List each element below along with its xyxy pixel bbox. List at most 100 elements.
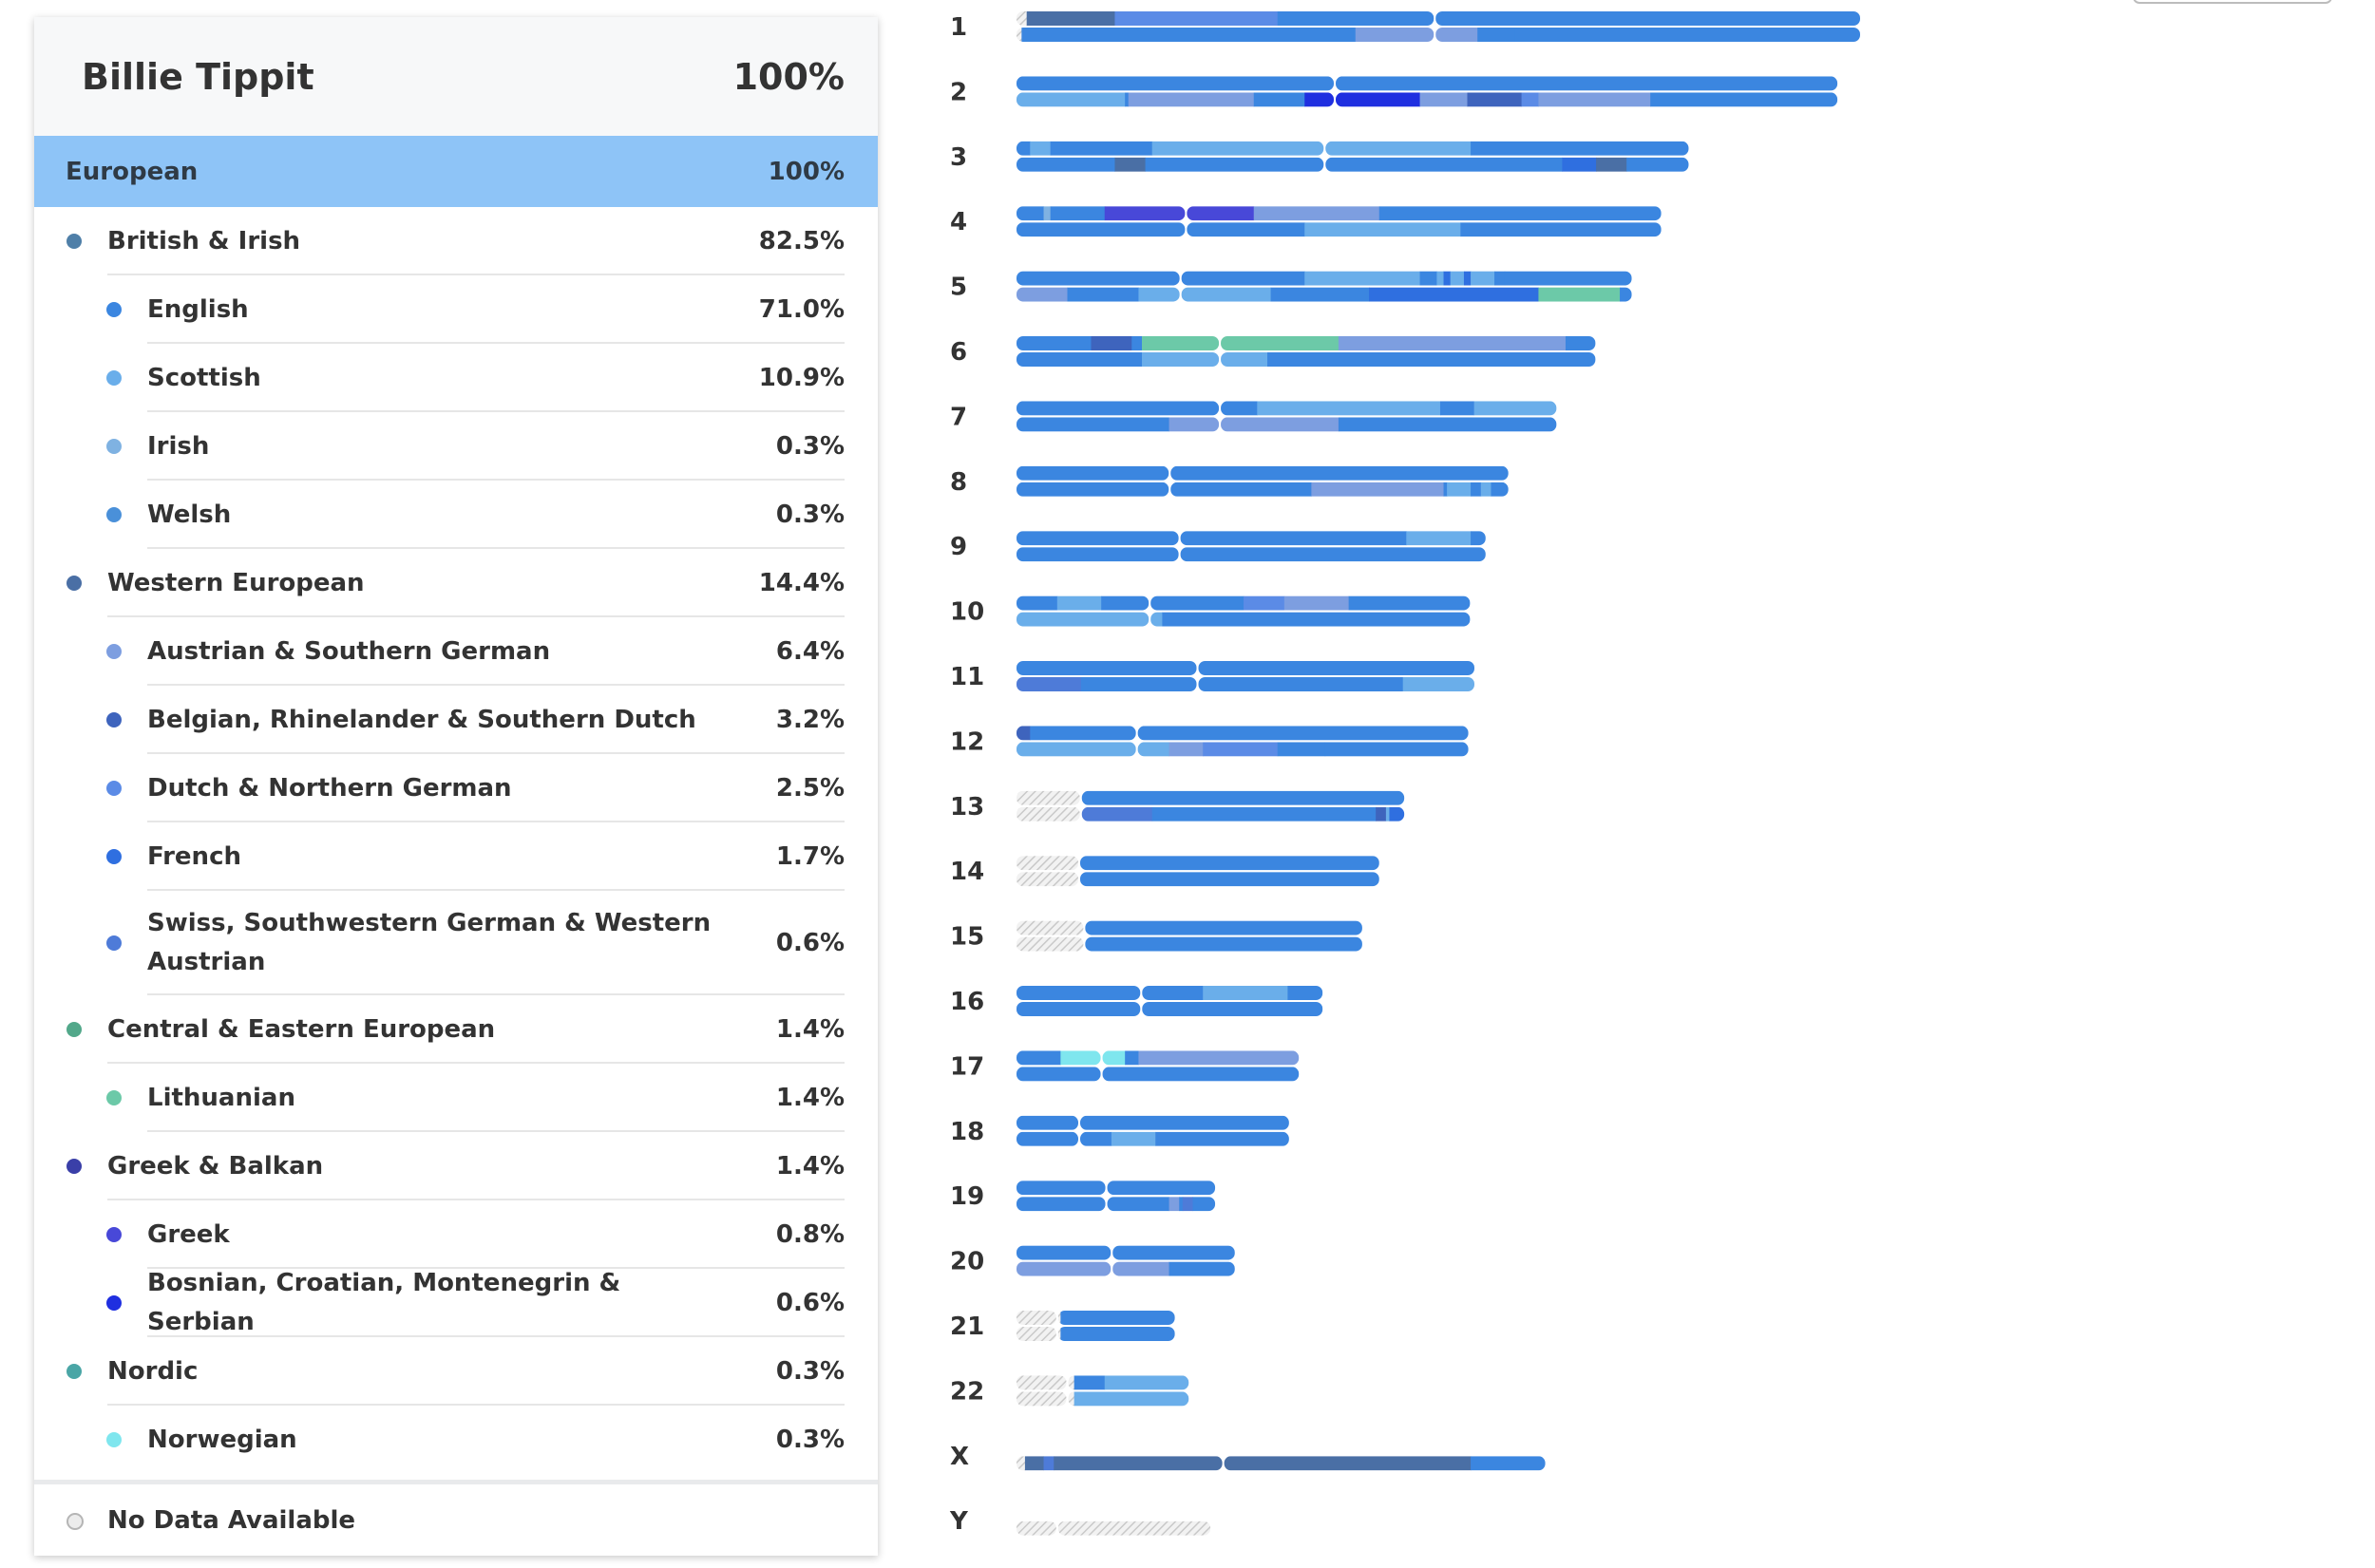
segment-dutch — [1244, 595, 1285, 611]
chromosome-3[interactable]: 3 — [950, 141, 1689, 172]
ancestry-row-western-european[interactable]: Western European 14.4% — [34, 549, 878, 617]
ancestry-row-swiss-southwestern-german-western-austrian[interactable]: Swiss, Southwestern German & Western Aus… — [34, 891, 878, 995]
segment-scottish — [1016, 612, 1163, 627]
ancestry-row-scottish[interactable]: Scottish 10.9% — [34, 344, 878, 412]
chromosome-copy — [1016, 1115, 1289, 1130]
ancestry-row-welsh[interactable]: Welsh 0.3% — [34, 481, 878, 549]
segment-english — [1378, 206, 1662, 221]
ancestry-percent: 1.4% — [775, 1084, 845, 1112]
segment-english — [1471, 482, 1482, 497]
segment-scottish — [1450, 271, 1465, 286]
chromosome-copy — [1016, 1391, 1189, 1407]
segment-english — [1016, 271, 1305, 286]
ancestry-row-greek-balkan[interactable]: Greek & Balkan 1.4% — [34, 1132, 878, 1200]
chromosome-copy — [1016, 1456, 1546, 1471]
segment-nodata — [1016, 1375, 1075, 1390]
segment-western — [1054, 1456, 1225, 1471]
ancestry-row-austrian-southern-german[interactable]: Austrian & Southern German 6.4% — [34, 617, 878, 686]
segment-scottish — [1304, 271, 1421, 286]
segment-nodata — [1016, 1311, 1061, 1325]
no-data-row: No Data Available — [34, 1480, 878, 1556]
chromosome-20[interactable]: 20 — [950, 1245, 1235, 1276]
region-row-european[interactable]: European 100% — [34, 136, 878, 207]
ancestry-color-dot-icon — [106, 849, 122, 864]
ancestry-color-dot-icon — [106, 644, 122, 659]
row-divider — [147, 821, 845, 822]
segment-english — [1101, 595, 1244, 611]
chromosome-label: 16 — [950, 988, 984, 1016]
chromosome-label: 3 — [950, 143, 967, 172]
chromosome-label: 5 — [950, 274, 967, 302]
segment-english — [1016, 465, 1509, 481]
row-divider — [147, 684, 845, 686]
chromosome-9[interactable]: 9 — [950, 531, 1486, 562]
chromosome-22[interactable]: 22 — [950, 1375, 1189, 1407]
segment-nodata — [1016, 790, 1082, 805]
chromosome-14[interactable]: 14 — [950, 856, 1379, 887]
segment-austrian — [1419, 92, 1469, 107]
ancestry-row-dutch-northern-german[interactable]: Dutch & Northern German 2.5% — [34, 754, 878, 822]
chromosome-21[interactable]: 21 — [950, 1311, 1175, 1341]
chromosome-12[interactable]: 12 — [950, 726, 1469, 757]
ancestry-color-dot-icon — [106, 712, 122, 727]
segment-norwegian — [1101, 1050, 1126, 1066]
chromosome-19[interactable]: 19 — [950, 1181, 1216, 1212]
ancestry-row-lithuanian[interactable]: Lithuanian 1.4% — [34, 1064, 878, 1132]
chromosome-10[interactable]: 10 — [950, 595, 1471, 627]
chromosome-17[interactable]: 17 — [950, 1050, 1300, 1082]
chromosome-7[interactable]: 7 — [950, 401, 1557, 432]
segment-french — [1369, 287, 1539, 302]
chromosome-15[interactable]: 15 — [950, 920, 1362, 952]
segment-english — [1016, 1181, 1216, 1196]
segment-english — [1016, 417, 1170, 432]
segment-english — [1650, 92, 1838, 107]
chromosome-copy — [1016, 271, 1632, 286]
segment-english — [1151, 806, 1377, 822]
chromosome-6[interactable]: 6 — [950, 336, 1596, 367]
chromosome-11[interactable]: 11 — [950, 661, 1474, 691]
ancestry-row-british-irish[interactable]: British & Irish 82.5% — [34, 207, 878, 275]
segment-nodata — [1016, 1391, 1075, 1407]
ancestry-label: Dutch & Northern German — [147, 773, 512, 803]
chromosome-4[interactable]: 4 — [950, 206, 1662, 237]
chromosome-1[interactable]: 1 — [950, 11, 1861, 42]
ancestry-row-bosnian-croatian-montenegrin-serbian[interactable]: Bosnian, Croatian, Montenegrin & Serbian… — [34, 1269, 878, 1337]
ancestry-label: Swiss, Southwestern German & Western Aus… — [147, 909, 712, 976]
chromosome-18[interactable]: 18 — [950, 1115, 1289, 1146]
ancestry-row-irish[interactable]: Irish 0.3% — [34, 412, 878, 481]
segment-scottish — [1111, 1131, 1156, 1146]
ancestry-row-english[interactable]: English 71.0% — [34, 275, 878, 344]
chromosome-8[interactable]: 8 — [950, 465, 1509, 497]
ancestry-color-dot-icon — [106, 370, 122, 386]
row-divider — [147, 889, 845, 891]
ancestry-row-french[interactable]: French 1.7% — [34, 822, 878, 891]
segment-english — [1016, 76, 1838, 91]
ancestry-row-greek[interactable]: Greek 0.8% — [34, 1200, 878, 1269]
ancestry-row-nordic[interactable]: Nordic 0.3% — [34, 1337, 878, 1406]
chromosome-2[interactable]: 2 — [950, 76, 1838, 107]
no-data-label: No Data Available — [107, 1505, 356, 1535]
ancestry-label: Lithuanian — [147, 1083, 295, 1112]
chromosome-label: Y — [949, 1507, 969, 1536]
chromosome-y[interactable]: Y — [949, 1507, 1211, 1536]
segment-english — [1060, 1327, 1175, 1341]
segment-english — [1471, 1456, 1546, 1471]
row-divider — [147, 752, 845, 754]
ancestry-label: Norwegian — [147, 1425, 297, 1454]
chromosome-copy — [1016, 920, 1362, 935]
ancestry-row-norwegian[interactable]: Norwegian 0.3% — [34, 1406, 878, 1474]
chromosome-16[interactable]: 16 — [950, 986, 1323, 1016]
segment-english — [1016, 336, 1092, 350]
chromosome-5[interactable]: 5 — [950, 271, 1632, 302]
chromosome-13[interactable]: 13 — [950, 790, 1405, 822]
ancestry-percent: 0.6% — [775, 929, 845, 957]
ancestry-row-central-eastern-european[interactable]: Central & Eastern European 1.4% — [34, 995, 878, 1064]
segment-greek — [1104, 206, 1187, 221]
segment-english — [1514, 28, 1860, 42]
chromosome-copy — [1016, 401, 1557, 416]
segment-english — [1080, 790, 1405, 805]
ancestry-color-dot-icon — [66, 1159, 82, 1174]
row-divider — [147, 1130, 845, 1132]
chromosome-x[interactable]: X — [950, 1443, 1546, 1471]
ancestry-row-belgian-rhinelander-southern-dutch[interactable]: Belgian, Rhinelander & Southern Dutch 3.2… — [34, 686, 878, 754]
